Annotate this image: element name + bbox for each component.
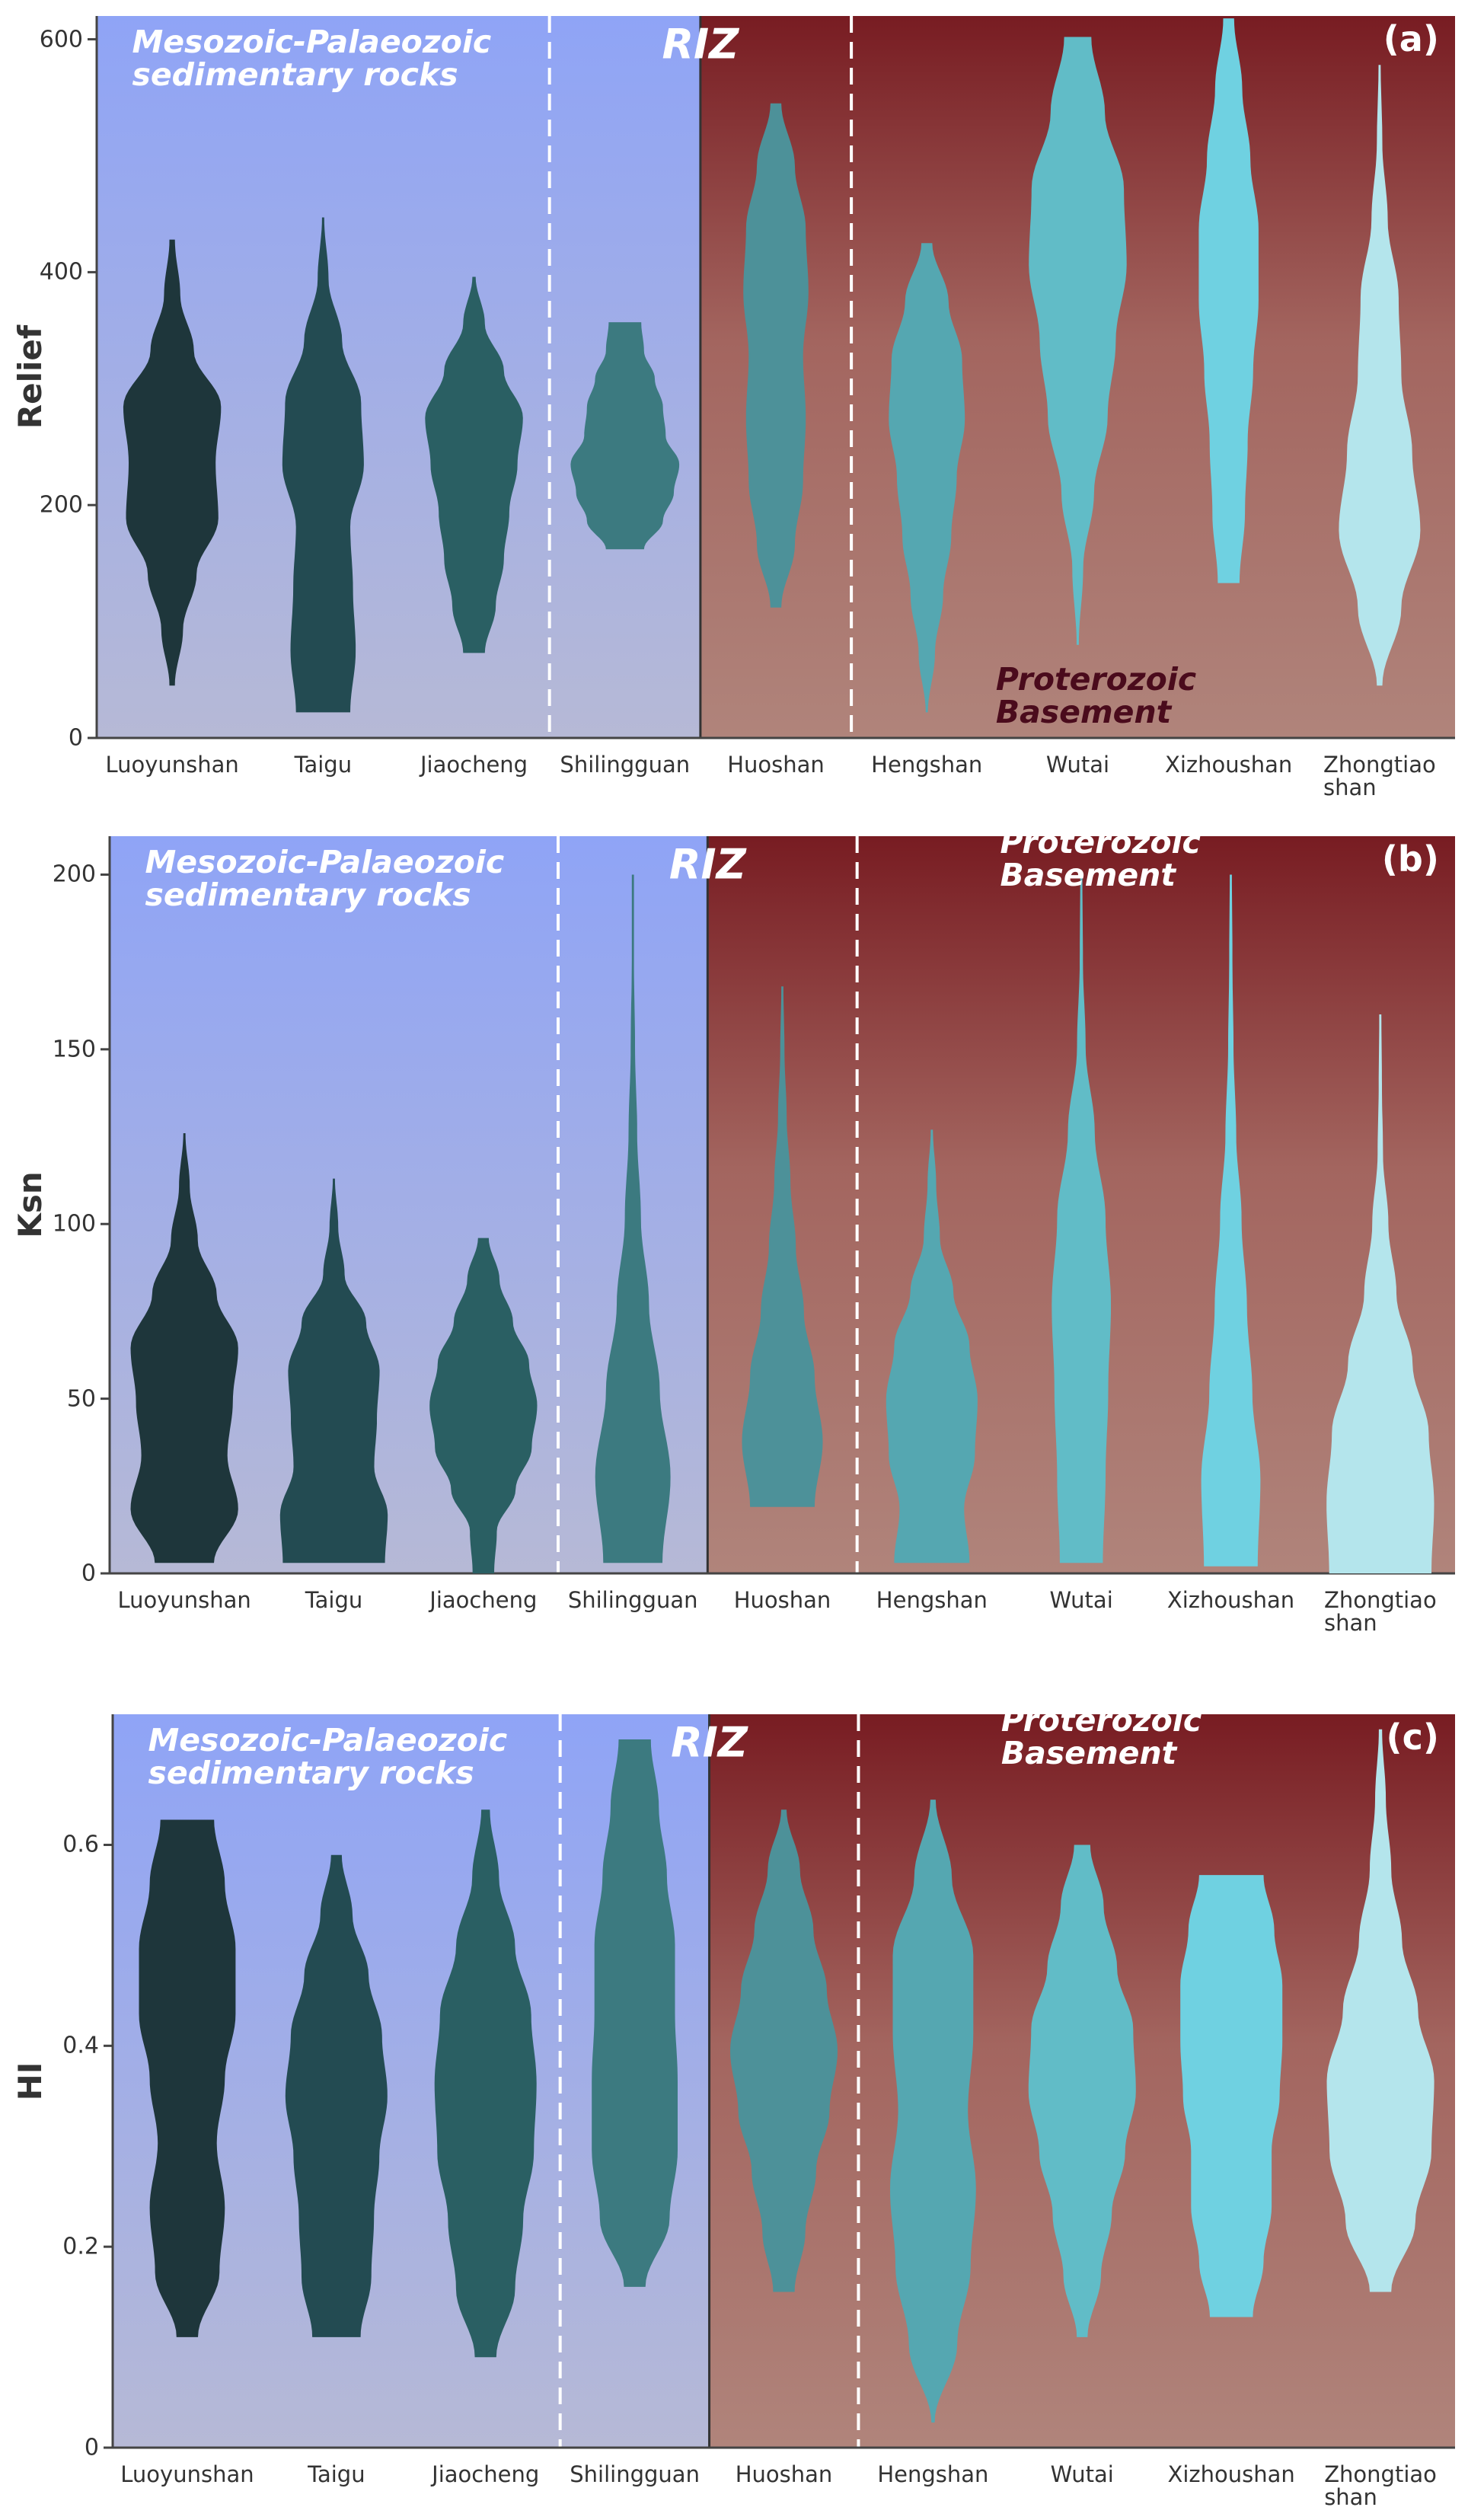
region-label: RIZ [662, 20, 739, 69]
violin [1198, 18, 1259, 583]
x-tick-label: Huoshan [733, 1587, 831, 1613]
x-tick-label: Luoyunshan [120, 2461, 254, 2487]
x-tick-label: Xizhoushan [1167, 2461, 1295, 2487]
y-tick-label: 0.6 [62, 1831, 99, 1858]
violin [282, 217, 364, 713]
x-tick-label: Luoyunshan [105, 752, 239, 778]
violin [1339, 65, 1421, 686]
panel-label: (c) [1386, 1716, 1439, 1758]
x-tick-label: Wutai [1049, 1587, 1113, 1613]
violin [130, 1133, 238, 1563]
x-tick-label: Wutai [1050, 2461, 1114, 2487]
y-axis-title: HI [11, 2062, 49, 2100]
violin [429, 1238, 538, 1573]
violin [434, 1809, 537, 2358]
region-label: Mesozoic-Palaeozoic sedimentary rocks [132, 23, 492, 93]
violin [890, 1800, 976, 2423]
x-tick-label: Taigu [308, 2461, 365, 2487]
x-tick-label: Taigu [305, 1587, 363, 1613]
violin [123, 239, 222, 686]
y-axis-title: Ksn [11, 1171, 49, 1238]
region-label: RIZ [669, 840, 746, 889]
violin [889, 243, 965, 713]
violin [1052, 874, 1111, 1563]
violin [592, 1739, 678, 2287]
y-tick-label: 0 [68, 724, 83, 752]
x-tick-label: Zhongtiao shan [1323, 1587, 1437, 1637]
violin [285, 1854, 388, 2337]
x-tick-label: Taigu [294, 752, 353, 778]
panel-label: (a) [1383, 18, 1439, 59]
y-tick-label: 150 [52, 1036, 96, 1063]
y-tick-label: 0.4 [62, 2032, 99, 2059]
x-tick-label: Huoshan [727, 752, 825, 778]
region-label: Proterozoic Basement [1000, 823, 1201, 893]
violin [570, 322, 680, 550]
y-tick-label: 0 [81, 1560, 96, 1587]
x-tick-label: Luoyunshan [117, 1587, 251, 1613]
x-tick-label: Shilingguan [560, 752, 691, 778]
y-tick-label: 200 [52, 861, 96, 888]
x-tick-label: Hengshan [871, 752, 983, 778]
region-label: Proterozoic Basement [995, 661, 1197, 731]
x-tick-label: Hengshan [877, 2461, 989, 2487]
region-label: RIZ [671, 1718, 748, 1767]
x-tick-label: Jiaocheng [420, 752, 528, 778]
region-label: Mesozoic-Palaeozoic sedimentary rocks [148, 1721, 508, 1791]
y-tick-label: 0 [84, 2434, 99, 2461]
x-tick-label: Xizhoushan [1165, 752, 1293, 778]
x-tick-label: Shilingguan [570, 2461, 700, 2487]
region-label: Proterozoic Basement [1000, 1701, 1202, 1771]
violin [1028, 1844, 1136, 2337]
x-tick-label: Hengshan [876, 1587, 988, 1613]
violin [743, 103, 809, 608]
violin [1180, 1875, 1283, 2317]
x-tick-label: Zhongtiao shan [1323, 752, 1436, 801]
violin [595, 874, 671, 1563]
violin [139, 1819, 236, 2337]
y-tick-label: 100 [52, 1210, 96, 1238]
x-tick-label: Wutai [1045, 752, 1110, 778]
violin [1201, 874, 1261, 1567]
violin [730, 1809, 838, 2292]
violin [425, 276, 523, 653]
y-tick-label: 50 [66, 1385, 96, 1412]
violin [1029, 37, 1127, 645]
x-tick-label: Huoshan [735, 2461, 833, 2487]
violin [1326, 1014, 1434, 1573]
x-tick-label: Jiaocheng [432, 2461, 540, 2487]
violin [279, 1178, 388, 1563]
x-tick-label: Jiaocheng [429, 1587, 538, 1613]
panel-label: (b) [1381, 838, 1439, 880]
y-tick-label: 0.2 [62, 2233, 99, 2260]
y-tick-label: 200 [39, 491, 83, 519]
x-tick-label: Zhongtiao shan [1324, 2461, 1437, 2511]
violin [886, 1129, 978, 1563]
violin [1326, 1729, 1434, 2292]
x-tick-label: Xizhoushan [1166, 1587, 1295, 1613]
x-tick-label: Shilingguan [567, 1587, 698, 1613]
violin [742, 986, 823, 1507]
y-tick-label: 400 [39, 258, 83, 286]
y-tick-label: 600 [39, 25, 83, 53]
region-label: Mesozoic-Palaeozoic sedimentary rocks [145, 843, 505, 913]
y-axis-title: Relief [11, 324, 49, 430]
